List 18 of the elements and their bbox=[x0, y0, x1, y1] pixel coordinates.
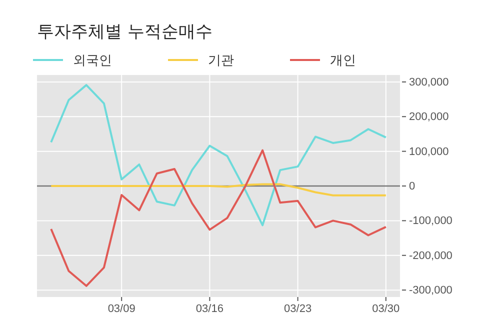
line-series bbox=[50, 149, 387, 287]
y-tick-label: 300,000 bbox=[409, 76, 449, 88]
x-tick-label: 03/23 bbox=[284, 302, 312, 315]
x-tick-label: 03/30 bbox=[372, 302, 400, 315]
legend-label: 기관 bbox=[208, 54, 234, 68]
legend-label: 개인 bbox=[330, 54, 356, 68]
x-tick-label: 03/16 bbox=[196, 302, 224, 315]
y-tick-label: -300,000 bbox=[409, 284, 452, 297]
y-tick-label: -200,000 bbox=[409, 250, 452, 262]
x-tick-label: 03/09 bbox=[108, 302, 136, 315]
y-tick-label: 200,000 bbox=[409, 111, 449, 124]
y-tick-label: 100,000 bbox=[409, 146, 449, 158]
legend-label: 외국인 bbox=[73, 54, 112, 68]
chart-title: 투자주체별 누적순매수 bbox=[37, 22, 212, 42]
y-tick-label: -100,000 bbox=[409, 215, 452, 228]
line-series bbox=[50, 84, 387, 226]
line-series bbox=[50, 183, 387, 196]
y-tick-label: 0 bbox=[409, 180, 416, 193]
